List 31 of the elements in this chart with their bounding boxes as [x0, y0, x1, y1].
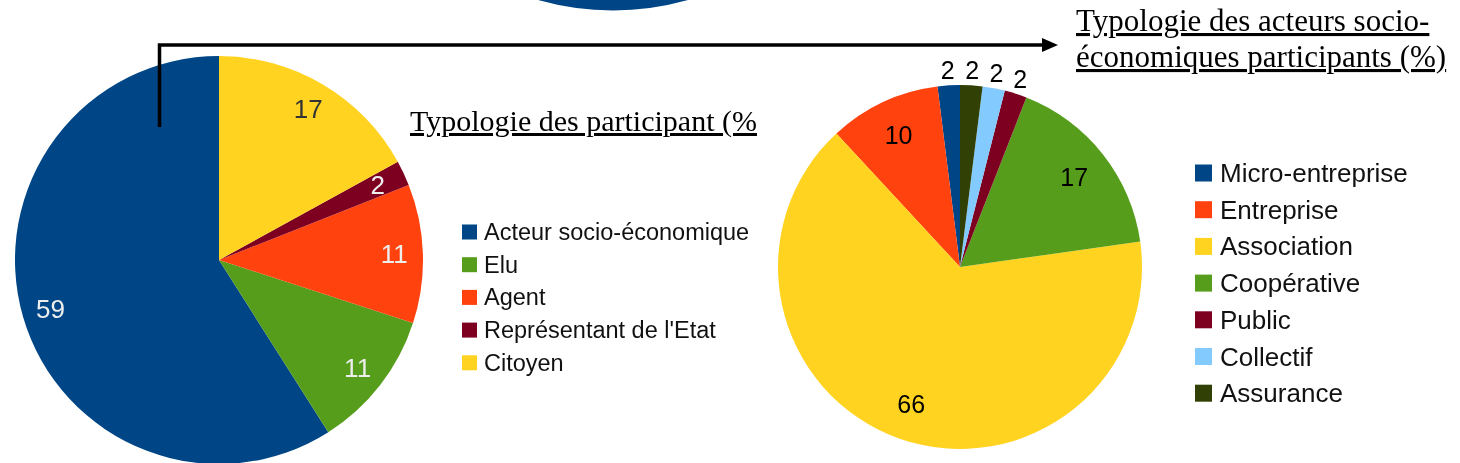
data-label: 11 — [380, 239, 408, 270]
legend-label: Coopérative — [1220, 268, 1361, 299]
legend-label: Micro-entreprise — [1220, 158, 1408, 188]
data-label: 17 — [1060, 162, 1089, 191]
data-label: 2 — [1013, 65, 1028, 94]
pie-slice — [836, 86, 960, 267]
legend-label: Entreprise — [1220, 194, 1339, 225]
data-label: 2 — [989, 59, 1004, 88]
legend-label: Citoyen — [484, 349, 564, 376]
legend-label: Acteur socio-économique — [484, 219, 750, 245]
data-label: 66 — [897, 390, 926, 419]
data-label: 2 — [940, 56, 955, 85]
data-label: 2 — [965, 56, 980, 85]
legend-label: Elu — [484, 251, 518, 278]
pie-slice — [960, 86, 1005, 267]
data-label: 11 — [344, 352, 372, 383]
legend-label: Public — [1220, 304, 1291, 335]
data-label: 10 — [884, 120, 913, 149]
chart-title: Typologie des acteurs socio-économiques participants (%) — [1076, 3, 1447, 74]
pie-slice — [960, 90, 1027, 267]
legend-label: Représentant de l'Etat — [484, 317, 717, 344]
text: Typologie des participant (% — [410, 104, 757, 138]
pie-slice — [15, 56, 329, 463]
legend-label: Agent — [484, 284, 546, 311]
data-label: 2 — [370, 170, 385, 201]
legend-label: Collectif — [1220, 341, 1314, 372]
data-label: 59 — [36, 293, 65, 324]
legend-label: Assurance — [1220, 378, 1343, 409]
legend-label: Association — [1220, 231, 1353, 262]
data-label: 17 — [293, 93, 323, 124]
pie-slice — [960, 97, 1141, 267]
